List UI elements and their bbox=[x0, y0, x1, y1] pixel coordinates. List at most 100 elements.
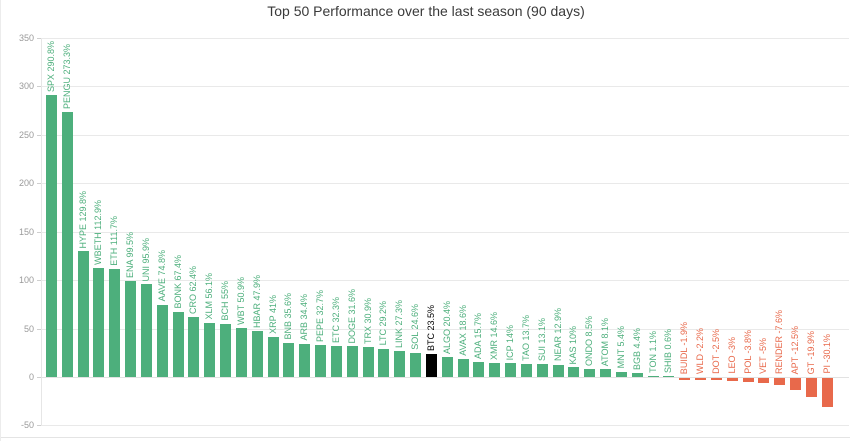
bar-btc[interactable] bbox=[425, 354, 437, 377]
bar-bgb[interactable] bbox=[631, 372, 643, 377]
gridline-300 bbox=[41, 86, 849, 88]
bar-aave[interactable] bbox=[156, 304, 168, 377]
bar-wld[interactable] bbox=[695, 378, 707, 381]
bar-label-spx: SPX 290.8% bbox=[46, 41, 56, 93]
bar-atom[interactable] bbox=[600, 369, 612, 377]
bar-label-btc: BTC 23.5% bbox=[425, 305, 436, 352]
chart-title: Top 50 Performance over the last season … bbox=[267, 3, 585, 19]
bar-xmr[interactable] bbox=[489, 362, 501, 377]
bar-algo[interactable] bbox=[441, 357, 453, 377]
y-axis-tick-mark bbox=[37, 425, 41, 427]
y-axis-tick-label-0: 0 bbox=[28, 372, 34, 382]
bar-wbt[interactable] bbox=[235, 327, 247, 377]
bar-label-wbt: WBT 50.9% bbox=[235, 276, 246, 325]
bar-kas[interactable] bbox=[568, 367, 580, 377]
bar-link[interactable] bbox=[394, 350, 406, 377]
bar-arb[interactable] bbox=[299, 343, 311, 377]
bar-tao[interactable] bbox=[520, 363, 532, 377]
bar-etc[interactable] bbox=[330, 345, 342, 377]
bar-label-avax: AVAX 18.6% bbox=[457, 305, 468, 356]
bar-icp[interactable] bbox=[505, 363, 517, 377]
bar-label-leo: LEO -3% bbox=[726, 337, 737, 374]
gridline-0 bbox=[41, 377, 849, 378]
bar-xrp[interactable] bbox=[267, 337, 279, 377]
y-axis-tick-label-200: 200 bbox=[18, 178, 34, 189]
bar-label-ada: ADA 15.7% bbox=[473, 312, 484, 359]
bar-vet[interactable] bbox=[758, 378, 770, 383]
bar-label-doge: DOGE 31.6% bbox=[346, 288, 357, 344]
bar-bonk[interactable] bbox=[172, 311, 184, 377]
bar-xlm[interactable] bbox=[204, 322, 216, 377]
bar-mnt[interactable] bbox=[615, 371, 627, 377]
bar-bch[interactable] bbox=[220, 323, 232, 377]
bar-label-icp: ICP 14% bbox=[505, 325, 516, 361]
bar-cro[interactable] bbox=[188, 316, 200, 377]
bar-trx[interactable] bbox=[362, 347, 374, 377]
bar-wbeth[interactable] bbox=[93, 267, 105, 377]
bar-shib[interactable] bbox=[663, 376, 675, 377]
bar-hbar[interactable] bbox=[251, 330, 263, 377]
bar-label-ton: TON 1.1% bbox=[647, 331, 658, 373]
bar-label-hype: HYPE 129.8% bbox=[77, 190, 88, 249]
bar-hype[interactable] bbox=[77, 251, 89, 377]
bar-doge[interactable] bbox=[346, 346, 358, 377]
bar-ada[interactable] bbox=[473, 361, 485, 377]
gridline-100 bbox=[41, 280, 849, 282]
y-axis-tick-label-150: 150 bbox=[18, 226, 34, 237]
bar-label-shib: SHIB 0.6% bbox=[663, 328, 674, 373]
y-axis-tick-label-100: 100 bbox=[18, 275, 34, 286]
bar-eth[interactable] bbox=[109, 268, 121, 377]
y-axis-tick-label-50: 50 bbox=[23, 323, 34, 334]
bar-label-gt: GT -19.9% bbox=[805, 330, 816, 374]
bar-leo[interactable] bbox=[726, 378, 738, 381]
bar-label-uni: UNI 95.9% bbox=[140, 237, 151, 282]
bar-label-ltc: LTC 29.2% bbox=[378, 301, 389, 346]
bar-pengu[interactable] bbox=[61, 112, 73, 377]
bar-spx[interactable] bbox=[46, 95, 57, 377]
bar-bnb[interactable] bbox=[283, 342, 295, 377]
bar-ondo[interactable] bbox=[584, 368, 596, 377]
bar-near[interactable] bbox=[552, 364, 564, 377]
bar-label-buidl: BUIDL -1.9% bbox=[679, 321, 690, 374]
bar-gt[interactable] bbox=[805, 378, 817, 398]
bar-avax[interactable] bbox=[457, 358, 469, 377]
bar-pi[interactable] bbox=[821, 378, 833, 408]
bar-label-aave: AAVE 74.8% bbox=[156, 250, 167, 302]
bar-label-dot: DOT -2.5% bbox=[710, 329, 721, 374]
bar-uni[interactable] bbox=[140, 284, 152, 377]
gridline-50 bbox=[41, 328, 849, 330]
bar-buidl[interactable] bbox=[679, 378, 691, 380]
gridline--50 bbox=[41, 425, 849, 427]
bar-label-xmr: XMR 14.6% bbox=[489, 311, 500, 360]
bar-ena[interactable] bbox=[125, 280, 137, 377]
y-axis-tick-mark bbox=[37, 86, 41, 88]
bar-render[interactable] bbox=[774, 378, 786, 386]
bar-ltc[interactable] bbox=[378, 348, 390, 377]
bar-label-near: NEAR 12.9% bbox=[552, 308, 563, 362]
bar-label-arb: ARB 34.4% bbox=[299, 294, 310, 341]
bar-label-pi: PI -30.1% bbox=[821, 334, 832, 374]
bar-pol[interactable] bbox=[742, 378, 754, 382]
gridline-250 bbox=[41, 134, 849, 136]
bar-label-eth: ETH 111.7% bbox=[109, 216, 120, 266]
bar-label-bgb: BGB 4.4% bbox=[631, 327, 642, 370]
bar-label-wld: WLD -2.2% bbox=[695, 327, 706, 374]
bar-label-xrp: XRP 41% bbox=[267, 295, 278, 335]
bar-label-tao: TAO 13.7% bbox=[520, 314, 531, 361]
bar-sui[interactable] bbox=[536, 364, 548, 377]
bar-label-render: RENDER -7.6% bbox=[774, 309, 785, 374]
bar-dot[interactable] bbox=[710, 378, 722, 381]
gridline-150 bbox=[41, 231, 849, 233]
bar-label-pengu: PENGU 273.3% bbox=[61, 44, 72, 110]
bar-label-pepe: PEPE 32.7% bbox=[315, 290, 326, 343]
bar-label-link: LINK 27.3% bbox=[394, 299, 405, 348]
bar-label-trx: TRX 30.9% bbox=[362, 298, 373, 345]
bar-label-xlm: XLM 56.1% bbox=[204, 273, 215, 320]
bar-sol[interactable] bbox=[410, 353, 422, 377]
bar-pepe[interactable] bbox=[315, 345, 327, 377]
bar-label-bonk: BONK 67.4% bbox=[172, 255, 183, 309]
bar-label-ena: ENA 99.5% bbox=[125, 231, 136, 278]
bar-ton[interactable] bbox=[647, 375, 659, 377]
bar-apt[interactable] bbox=[790, 378, 801, 391]
